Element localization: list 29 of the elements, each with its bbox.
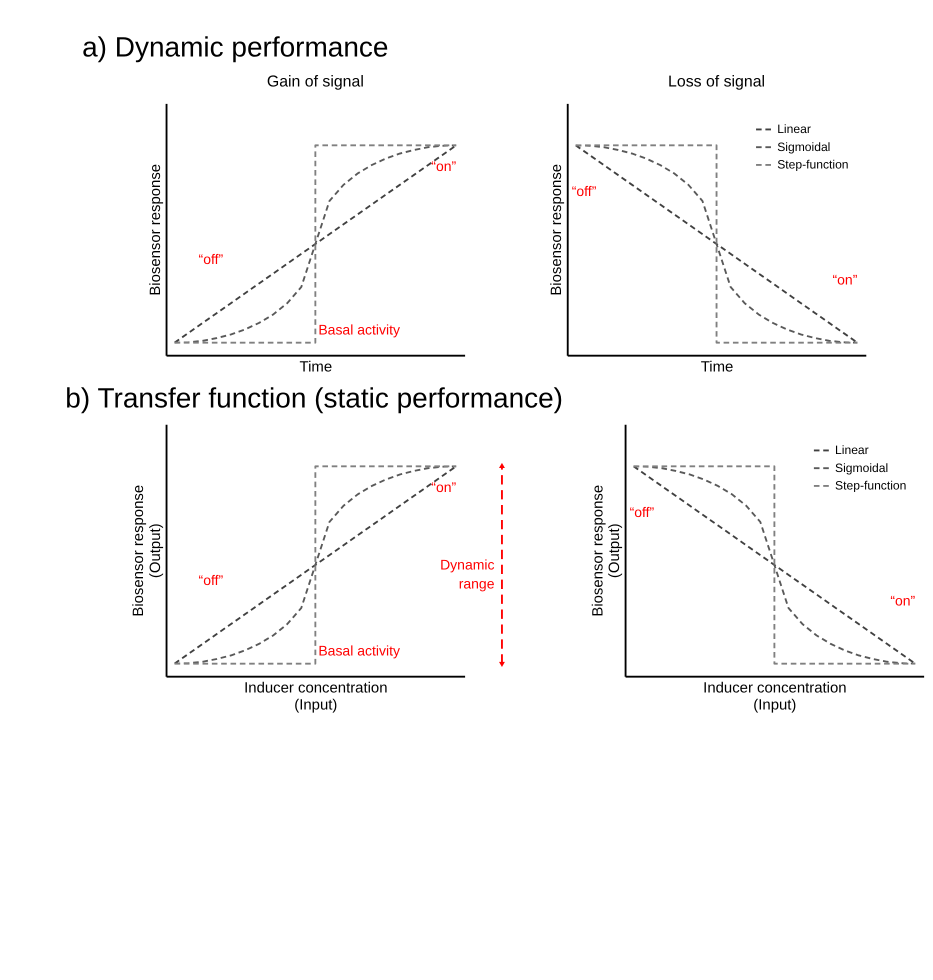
x-axis-title: Time bbox=[700, 358, 734, 376]
annotation: Dynamic range bbox=[440, 556, 495, 592]
chart-subtitle: a) Dynamic performance bbox=[82, 32, 388, 63]
annotation: Basal activity bbox=[318, 322, 400, 338]
y-axis-title: Biosensor response bbox=[548, 164, 566, 296]
legend-label: Sigmoidal bbox=[835, 460, 888, 475]
annotation: “on” bbox=[832, 271, 858, 288]
chart-title: Gain of signal bbox=[266, 74, 364, 91]
x-axis-title: Inducer concentration (Input) bbox=[703, 680, 847, 714]
x-axis-title: Inducer concentration (Input) bbox=[244, 680, 388, 714]
annotation: “off” bbox=[630, 504, 655, 520]
annotation: “on” bbox=[890, 592, 916, 608]
annotation: “off” bbox=[198, 572, 224, 588]
chart-subtitle: b) Transfer function (static performance) bbox=[65, 382, 564, 414]
legend-label: Step-function bbox=[777, 158, 849, 172]
y-axis-title: Biosensor response bbox=[147, 164, 164, 296]
annotation: “on” bbox=[431, 158, 457, 174]
annotation: “off” bbox=[198, 251, 224, 268]
annotation: “off” bbox=[572, 183, 597, 200]
x-axis-title: Time bbox=[300, 358, 332, 376]
y-axis-title: Biosensor response (Output) bbox=[589, 484, 624, 617]
legend-label: Step-function bbox=[835, 478, 906, 493]
annotation: “on” bbox=[431, 478, 457, 495]
legend-label: Sigmoidal bbox=[777, 140, 830, 154]
legend-label: Linear bbox=[777, 122, 811, 136]
chart-title: Loss of signal bbox=[668, 74, 766, 91]
y-axis-title: Biosensor response (Output) bbox=[130, 484, 164, 617]
legend-label: Linear bbox=[835, 443, 869, 458]
annotation: Basal activity bbox=[318, 642, 400, 659]
